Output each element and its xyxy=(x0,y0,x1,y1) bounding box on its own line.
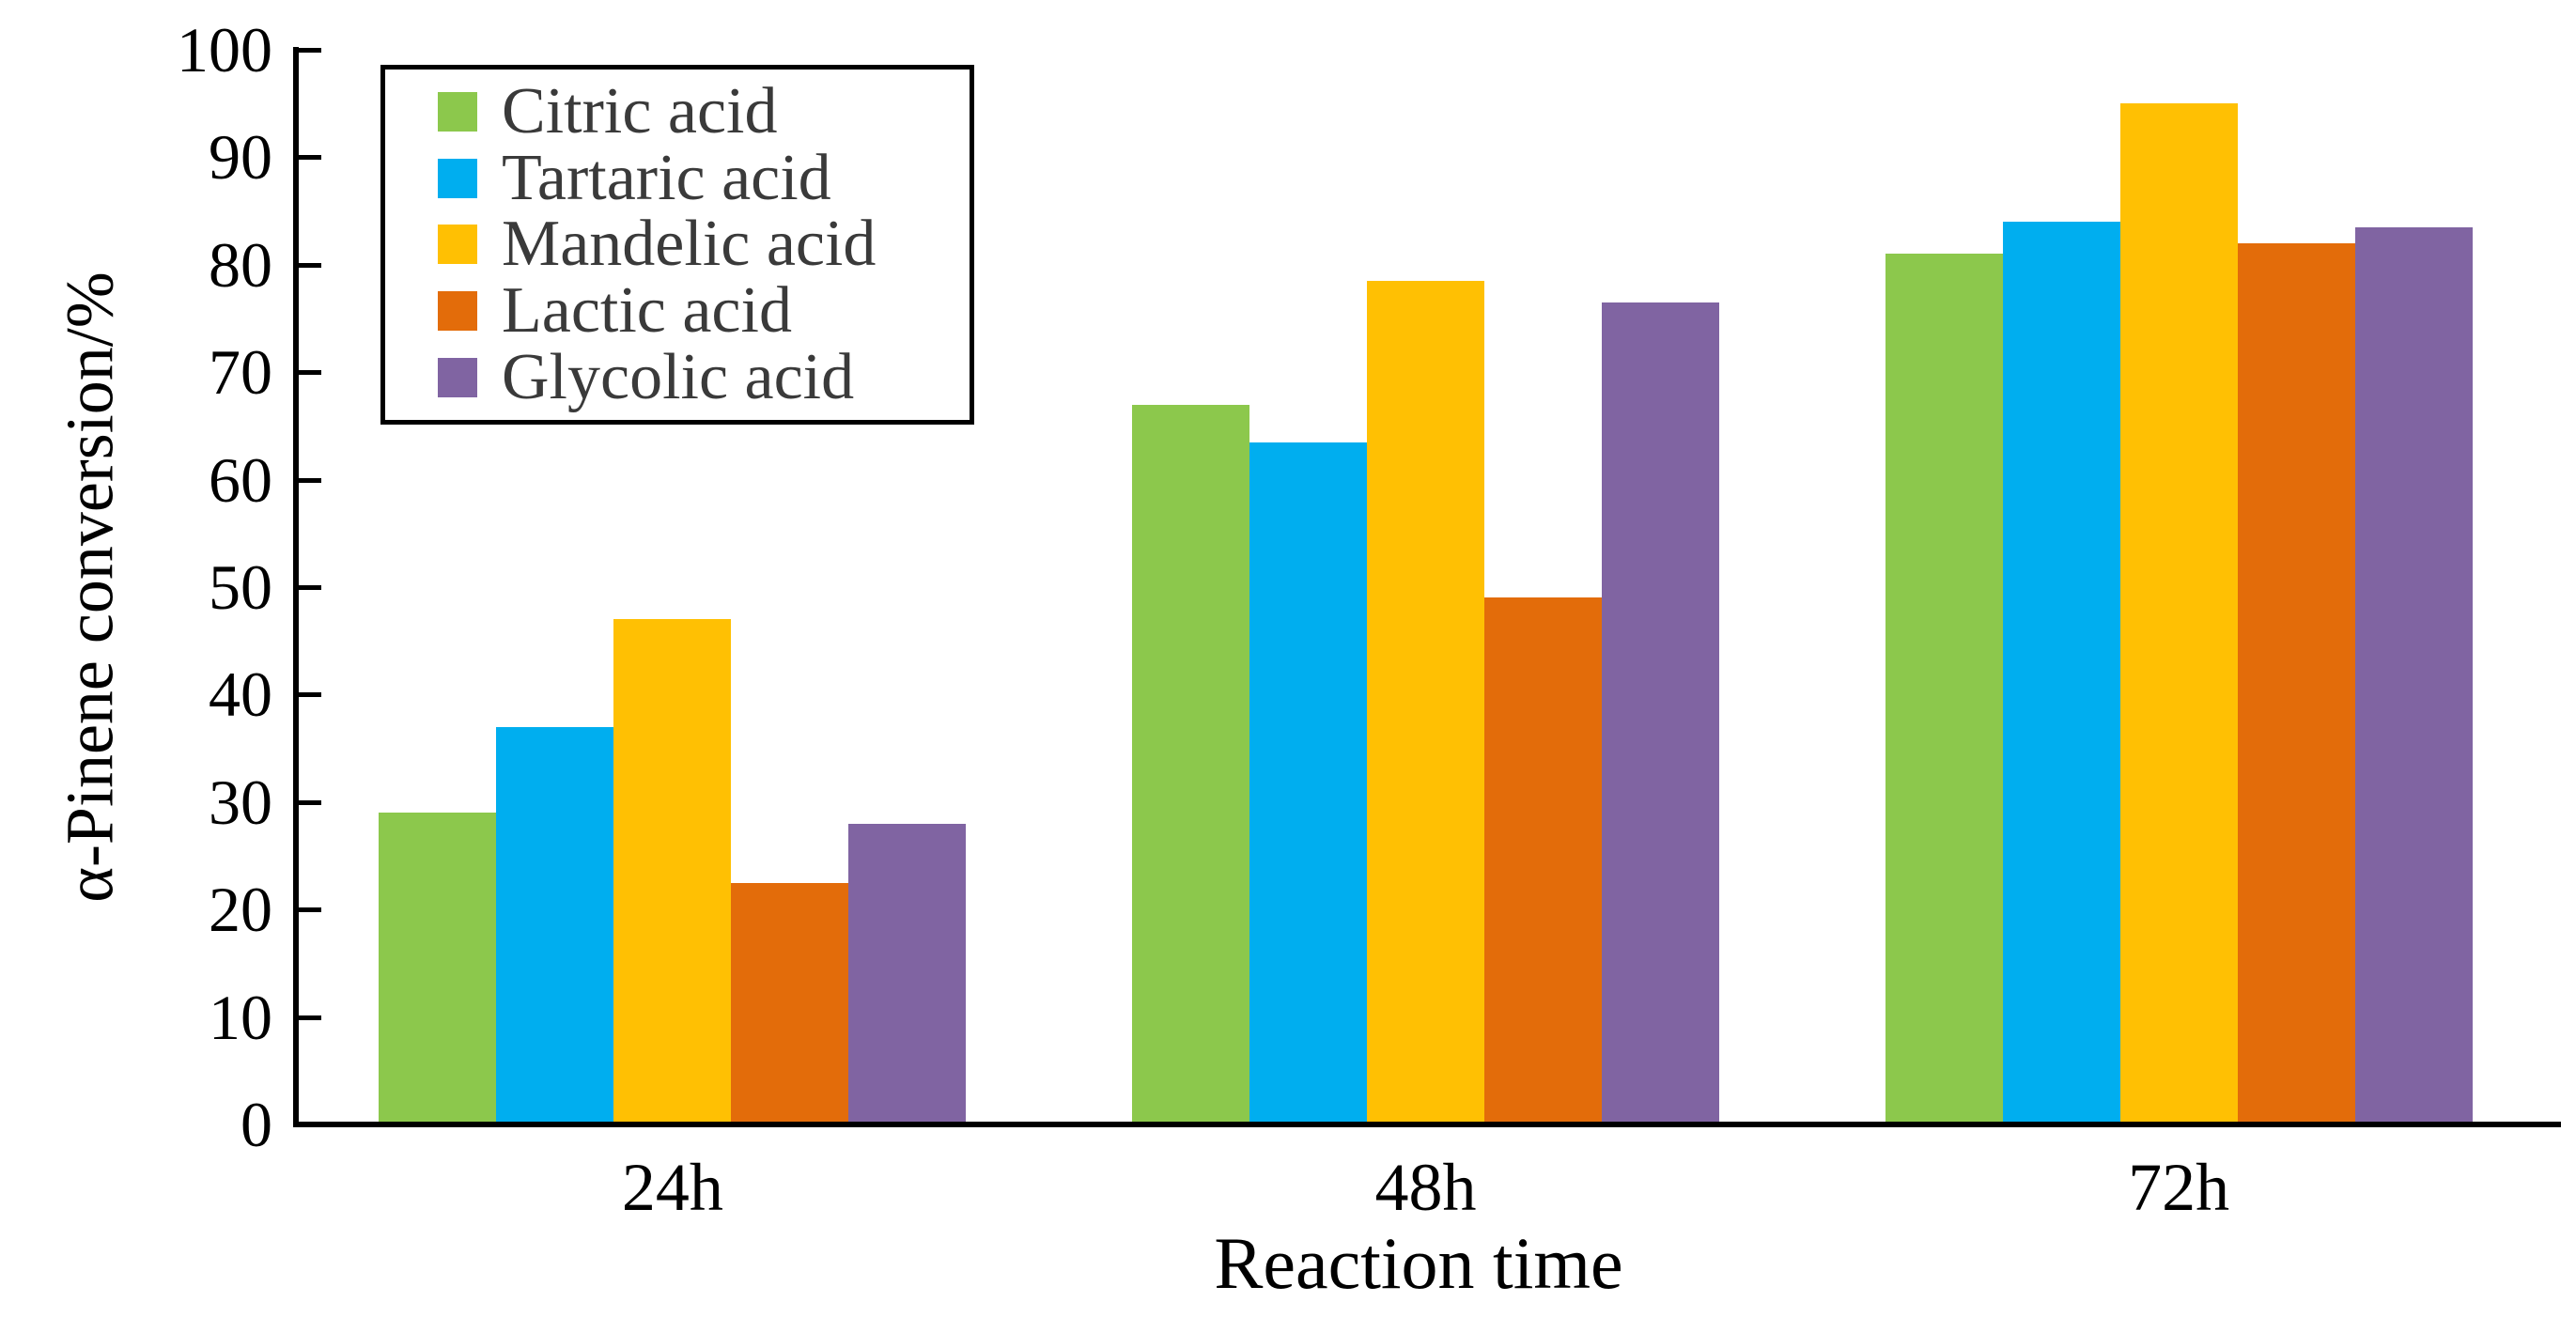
y-tick xyxy=(299,477,321,483)
legend-item: Tartaric acid xyxy=(438,141,970,214)
y-tick xyxy=(299,799,321,805)
bar-24h-tartaric-acid xyxy=(496,726,614,1124)
bar-48h-glycolic-acid xyxy=(1602,302,1719,1124)
legend-item: Mandelic acid xyxy=(438,211,970,277)
bar-24h-lactic-acid xyxy=(731,882,849,1124)
y-tick-label: 0 xyxy=(241,1089,272,1160)
y-tick xyxy=(299,155,321,161)
y-tick xyxy=(299,692,321,698)
category-label: 72h xyxy=(2128,1150,2230,1225)
x-axis-title: Reaction time xyxy=(1214,1222,1623,1304)
y-tick-label: 40 xyxy=(209,659,272,731)
legend-label: Mandelic acid xyxy=(502,208,877,281)
legend-item: Citric acid xyxy=(438,79,970,145)
bar-72h-glycolic-acid xyxy=(2354,226,2473,1124)
y-tick xyxy=(299,370,321,376)
y-tick-label: 10 xyxy=(209,981,272,1053)
y-tick-label: 70 xyxy=(209,336,272,409)
y-tick xyxy=(299,48,321,53)
legend-label: Lactic acid xyxy=(502,274,792,348)
y-axis-title: α-Pinene conversion/% xyxy=(52,271,128,903)
y-tick xyxy=(299,585,321,590)
bar-48h-lactic-acid xyxy=(1484,597,1602,1124)
category-label: 48h xyxy=(1374,1150,1477,1225)
bar-24h-citric-acid xyxy=(379,813,497,1124)
bar-72h-lactic-acid xyxy=(2237,242,2355,1124)
legend-label: Tartaric acid xyxy=(502,141,831,214)
y-tick-label: 100 xyxy=(177,14,272,85)
y-tick xyxy=(299,1015,321,1020)
legend-label: Citric acid xyxy=(502,75,778,148)
legend-label: Glycolic acid xyxy=(502,340,855,413)
y-axis-line xyxy=(293,47,299,1127)
legend-swatch-icon xyxy=(438,291,477,332)
bar-24h-mandelic-acid xyxy=(613,619,732,1124)
bar-48h-tartaric-acid xyxy=(1249,442,1367,1124)
y-tick-label: 80 xyxy=(209,228,272,301)
y-tick xyxy=(299,907,321,913)
bar-48h-mandelic-acid xyxy=(1367,280,1484,1124)
y-tick-label: 60 xyxy=(209,443,272,516)
legend: Citric acid Tartaric acid Mandelic acid Lac… xyxy=(380,65,974,425)
y-tick-label: 20 xyxy=(209,874,272,946)
bar-24h-glycolic-acid xyxy=(848,823,967,1124)
legend-swatch-icon xyxy=(438,158,477,198)
legend-swatch-icon xyxy=(438,92,477,132)
legend-item: Glycolic acid xyxy=(438,340,970,413)
y-tick xyxy=(299,262,321,268)
bar-72h-tartaric-acid xyxy=(2002,222,2120,1124)
bar-48h-citric-acid xyxy=(1132,404,1249,1124)
y-tick-label: 30 xyxy=(209,766,272,838)
y-tick-label: 50 xyxy=(209,551,272,623)
y-tick-label: 90 xyxy=(209,121,272,194)
x-axis-line xyxy=(293,1122,2561,1127)
category-label: 24h xyxy=(621,1150,723,1225)
legend-swatch-icon xyxy=(438,225,477,265)
bar-72h-mandelic-acid xyxy=(2119,103,2238,1124)
legend-item: Lactic acid xyxy=(438,278,970,344)
legend-swatch-icon xyxy=(438,357,477,397)
bar-72h-citric-acid xyxy=(1885,254,2003,1124)
